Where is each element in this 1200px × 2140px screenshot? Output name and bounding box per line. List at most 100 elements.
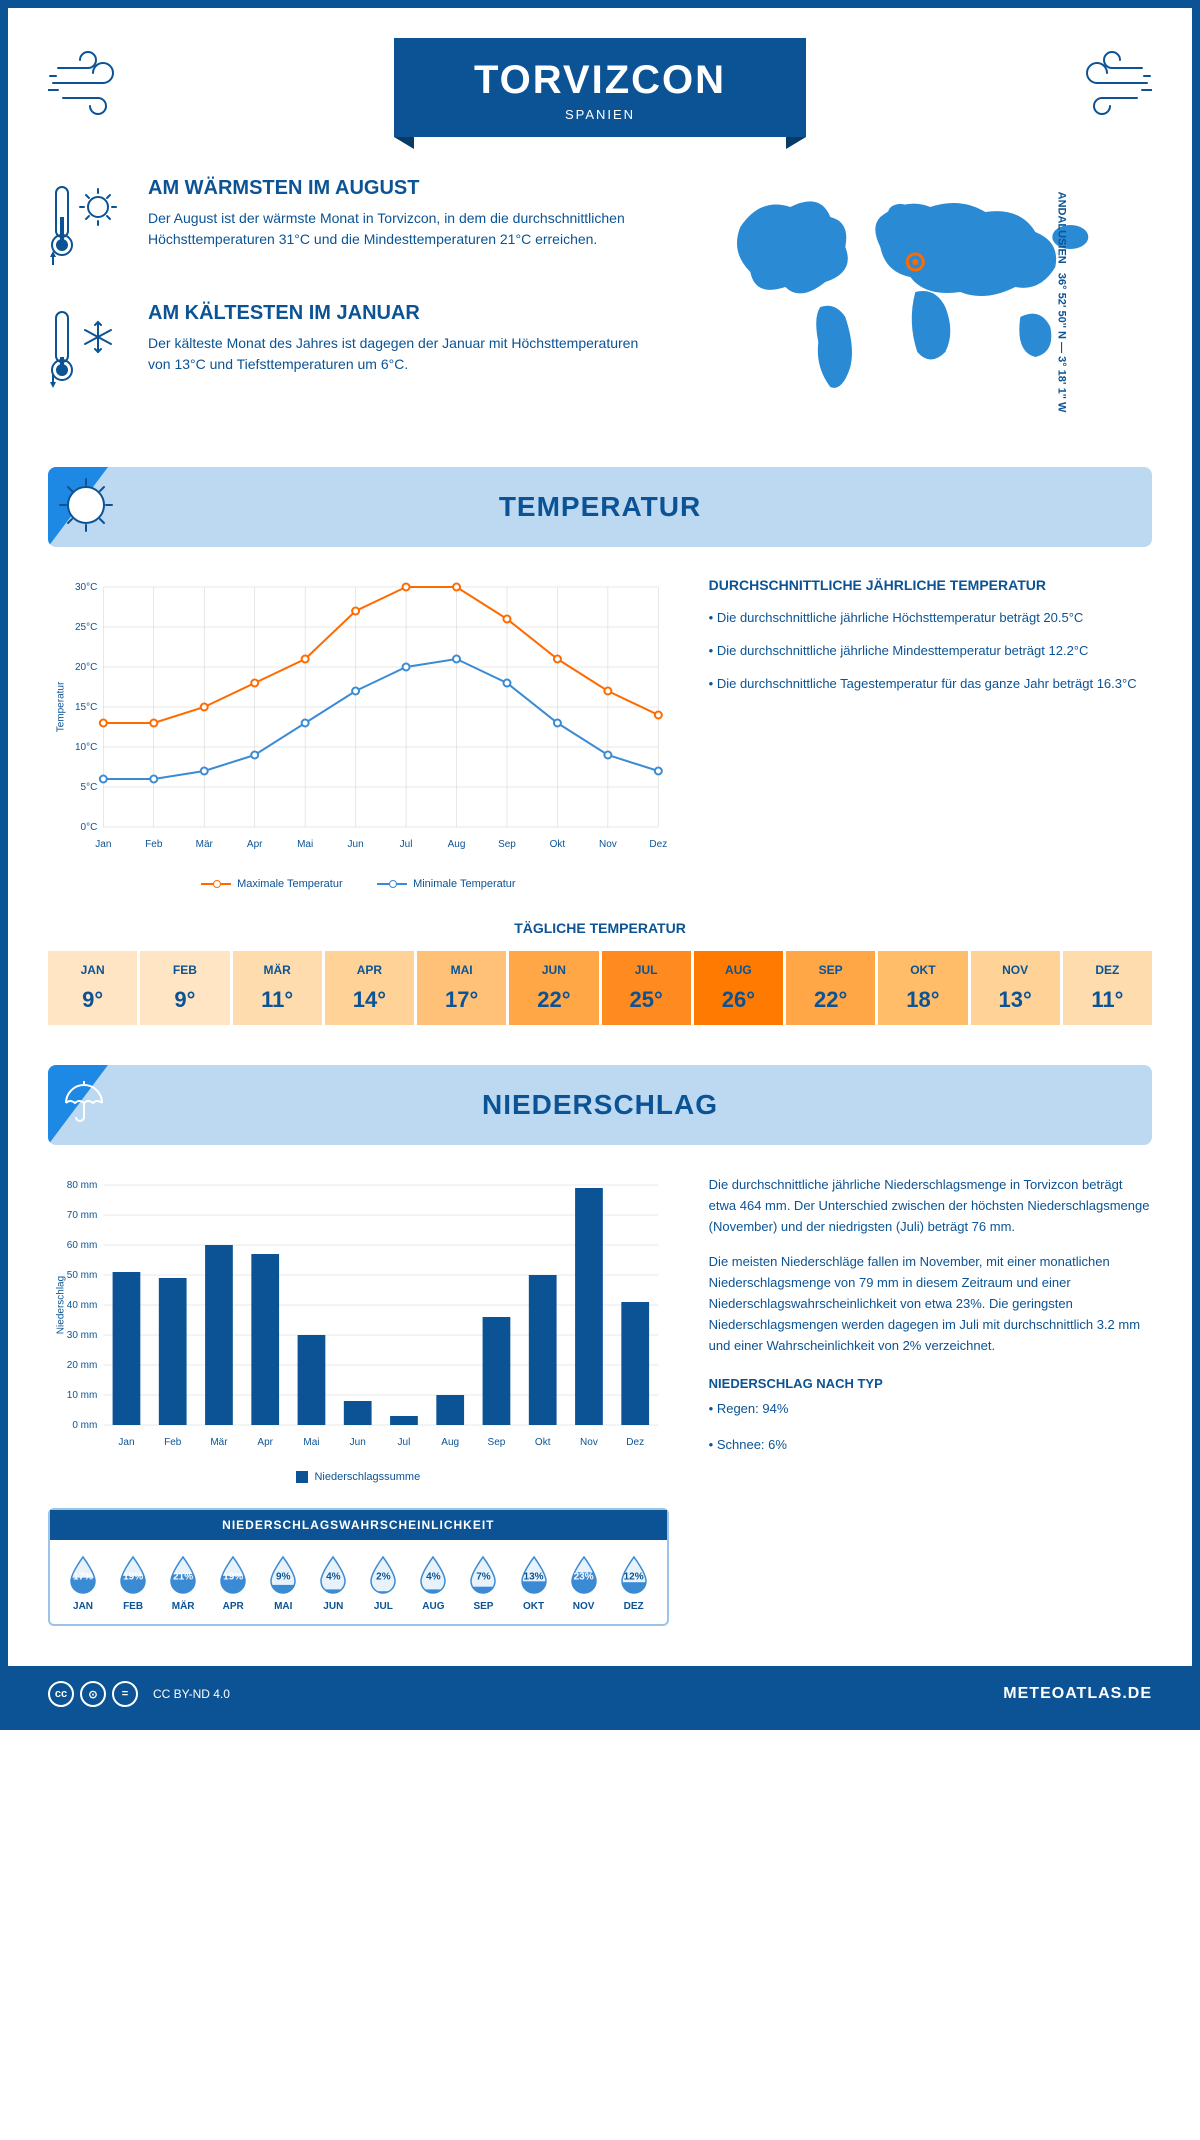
raindrop-icon: 7% [467,1555,499,1595]
precip-probability-box: NIEDERSCHLAGSWAHRSCHEINLICHKEIT 17% JAN … [48,1508,669,1626]
svg-text:10 mm: 10 mm [67,1390,98,1401]
svg-text:Jul: Jul [400,839,413,850]
coordinates: ANDALUSIEN 36° 52' 50'' N — 3° 18' 1'' W [1056,192,1068,413]
svg-text:Jun: Jun [350,1437,366,1448]
prob-cell: 4% JUN [310,1555,356,1612]
svg-text:Apr: Apr [247,839,263,850]
svg-text:15°C: 15°C [75,702,97,713]
svg-text:0 mm: 0 mm [72,1420,97,1431]
raindrop-icon: 17% [67,1555,99,1595]
license-text: CC BY-ND 4.0 [153,1687,230,1701]
daily-cell: OKT18° [878,951,967,1025]
cc-license-icons: cc⊙= [48,1681,138,1707]
umbrella-icon [56,1073,111,1133]
svg-text:Jul: Jul [398,1437,411,1448]
svg-text:Dez: Dez [626,1437,644,1448]
prob-cell: 19% FEB [110,1555,156,1612]
svg-text:Apr: Apr [257,1437,273,1448]
daily-temp-grid: JAN9°FEB9°MÄR11°APR14°MAI17°JUN22°JUL25°… [48,951,1152,1025]
daily-cell: FEB9° [140,951,229,1025]
country-subtitle: SPANIEN [474,107,726,122]
svg-text:40 mm: 40 mm [67,1300,98,1311]
raindrop-icon: 4% [417,1555,449,1595]
raindrop-icon: 19% [117,1555,149,1595]
svg-text:Aug: Aug [441,1437,459,1448]
svg-text:Mai: Mai [303,1437,319,1448]
legend-max: Maximale Temperatur [201,878,343,890]
svg-text:80 mm: 80 mm [67,1180,98,1191]
temperature-section-header: TEMPERATUR [48,467,1152,547]
raindrop-icon: 19% [217,1555,249,1595]
svg-text:60 mm: 60 mm [67,1240,98,1251]
prob-cell: 21% MÄR [160,1555,206,1612]
coldest-fact: AM KÄLTESTEN IM JANUAR Der kälteste Mona… [48,302,649,397]
svg-text:Niederschlag: Niederschlag [55,1276,66,1334]
svg-text:Nov: Nov [580,1437,598,1448]
city-title: TORVIZCON [474,58,726,103]
coldest-text: Der kälteste Monat des Jahres ist dagege… [148,333,649,375]
daily-temp-title: TÄGLICHE TEMPERATUR [48,920,1152,936]
daily-cell: JAN9° [48,951,137,1025]
prob-cell: 4% AUG [410,1555,456,1612]
warmest-text: Der August ist der wärmste Monat in Torv… [148,208,649,250]
svg-text:Jan: Jan [95,839,111,850]
prob-title: NIEDERSCHLAGSWAHRSCHEINLICHKEIT [50,1510,667,1540]
daily-cell: AUG26° [694,951,783,1025]
daily-cell: APR14° [325,951,414,1025]
title-banner: TORVIZCON SPANIEN [394,38,806,137]
precip-section-header: NIEDERSCHLAG [48,1065,1152,1145]
page-header: TORVIZCON SPANIEN [48,38,1152,137]
precip-title: NIEDERSCHLAG [482,1089,718,1121]
svg-text:10°C: 10°C [75,742,97,753]
svg-text:Mär: Mär [210,1437,228,1448]
precip-bar-chart: 0 mm10 mm20 mm30 mm40 mm50 mm60 mm70 mm8… [48,1175,669,1488]
wind-icon [1062,48,1152,123]
daily-cell: MAI17° [417,951,506,1025]
warmest-fact: AM WÄRMSTEN IM AUGUST Der August ist der… [48,177,649,272]
svg-text:5°C: 5°C [81,782,98,793]
thermometer-hot-icon [48,177,128,272]
svg-text:Jun: Jun [348,839,364,850]
daily-cell: SEP22° [786,951,875,1025]
svg-text:20°C: 20°C [75,662,97,673]
svg-text:Mai: Mai [297,839,313,850]
prob-cell: 12% DEZ [611,1555,657,1612]
svg-text:30 mm: 30 mm [67,1330,98,1341]
thermometer-cold-icon [48,302,128,397]
svg-text:Dez: Dez [649,839,667,850]
svg-text:Temperatur: Temperatur [55,681,66,732]
footer: cc⊙= CC BY-ND 4.0 METEOATLAS.DE [8,1666,1192,1722]
svg-text:30°C: 30°C [75,582,97,593]
svg-text:Mär: Mär [196,839,214,850]
sun-icon [56,475,116,540]
prob-cell: 19% APR [210,1555,256,1612]
temp-info-title: DURCHSCHNITTLICHE JÄHRLICHE TEMPERATUR [709,577,1152,593]
svg-text:Sep: Sep [488,1437,506,1448]
svg-text:0°C: 0°C [81,822,98,833]
temp-info: DURCHSCHNITTLICHE JÄHRLICHE TEMPERATUR •… [709,577,1152,890]
prob-cell: 2% JUL [360,1555,406,1612]
svg-text:Aug: Aug [448,839,466,850]
svg-text:Feb: Feb [164,1437,182,1448]
prob-cell: 13% OKT [511,1555,557,1612]
raindrop-icon: 4% [317,1555,349,1595]
coldest-title: AM KÄLTESTEN IM JANUAR [148,302,649,325]
legend-min: Minimale Temperatur [377,878,516,890]
daily-cell: JUN22° [509,951,598,1025]
raindrop-icon: 2% [367,1555,399,1595]
temp-title: TEMPERATUR [499,491,701,523]
svg-text:50 mm: 50 mm [67,1270,98,1281]
svg-text:Feb: Feb [145,839,163,850]
daily-cell: NOV13° [971,951,1060,1025]
raindrop-icon: 12% [618,1555,650,1595]
wind-icon [48,48,138,123]
svg-text:25°C: 25°C [75,622,97,633]
svg-text:Sep: Sep [498,839,516,850]
svg-text:Nov: Nov [599,839,617,850]
svg-text:Okt: Okt [550,839,566,850]
daily-cell: DEZ11° [1063,951,1152,1025]
site-name: METEOATLAS.DE [1003,1685,1152,1703]
daily-cell: JUL25° [602,951,691,1025]
svg-text:Jan: Jan [118,1437,134,1448]
daily-cell: MÄR11° [233,951,322,1025]
